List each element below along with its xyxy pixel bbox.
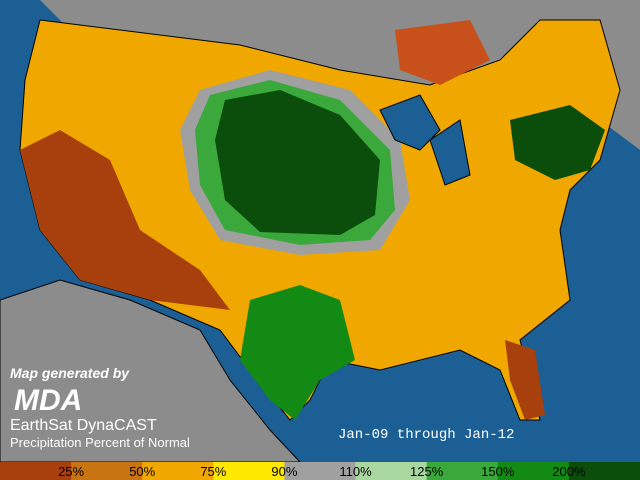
legend-swatch bbox=[284, 462, 357, 480]
florida-dry bbox=[505, 340, 545, 420]
product: EarthSat DynaCAST bbox=[10, 417, 157, 434]
legend-label: 150% bbox=[481, 464, 515, 479]
legend-label: 125% bbox=[410, 464, 444, 479]
legend-label: 90% bbox=[271, 464, 297, 479]
legend-swatch bbox=[497, 462, 570, 480]
lake-michigan bbox=[429, 119, 471, 186]
dry-west bbox=[20, 130, 230, 310]
legend-swatch bbox=[213, 462, 285, 480]
ontario-dry bbox=[395, 20, 490, 85]
logo: MDA bbox=[14, 384, 82, 417]
legend-label: 25% bbox=[58, 464, 84, 479]
date-range: Jan-09 through Jan-12 bbox=[338, 427, 514, 443]
legend-label: 110% bbox=[339, 464, 372, 479]
subtitle: Precipitation Percent of Normal bbox=[10, 435, 190, 450]
generated-by: Map generated by bbox=[10, 365, 130, 381]
legend-swatch bbox=[426, 462, 499, 480]
texas-green bbox=[240, 285, 355, 420]
northeast-green bbox=[510, 105, 605, 180]
legend-swatch bbox=[568, 462, 640, 480]
legend-swatch bbox=[71, 462, 143, 480]
plains-dark bbox=[215, 90, 380, 235]
legend-swatch bbox=[355, 462, 428, 480]
legend-label: 50% bbox=[129, 464, 155, 479]
legend-label: 200% bbox=[552, 464, 586, 479]
legend-swatch bbox=[0, 462, 72, 480]
legend-swatch bbox=[142, 462, 214, 480]
canada-base bbox=[40, 0, 640, 150]
legend-label: 75% bbox=[200, 464, 226, 479]
